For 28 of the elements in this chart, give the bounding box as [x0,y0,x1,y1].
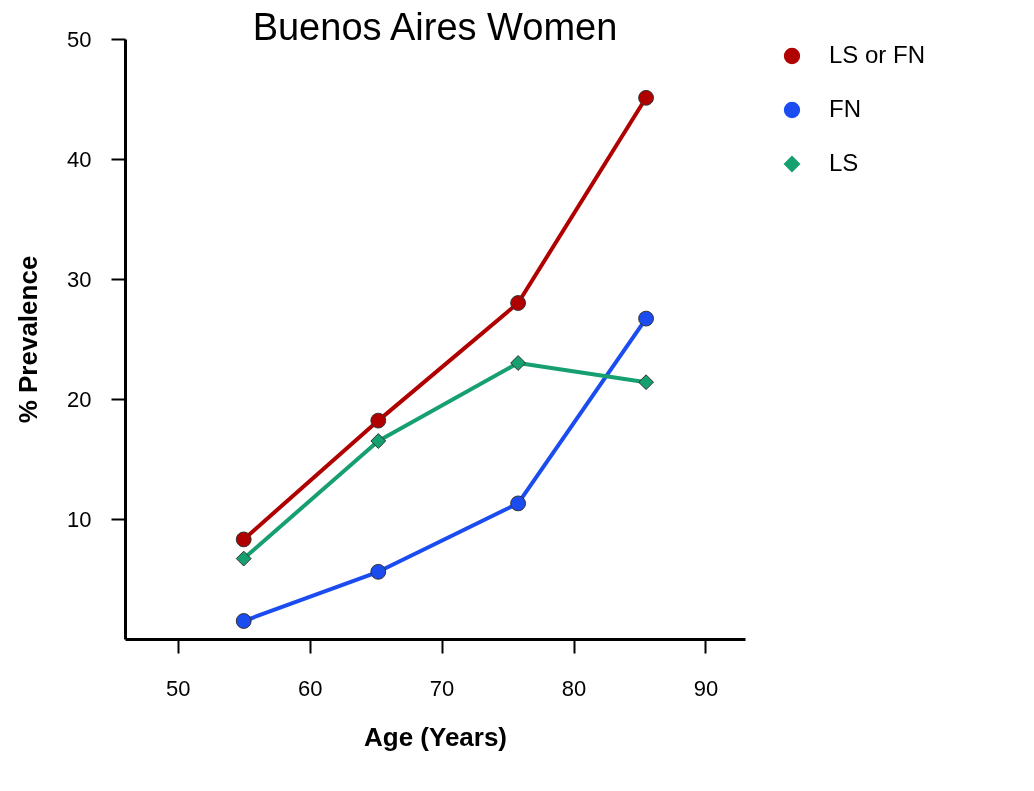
x-axis-title: Age (Years) [363,721,508,752]
x-tick-label: 80 [561,675,587,701]
point [510,495,527,512]
x-tick-label: 90 [693,675,719,701]
x-tick-label: 50 [166,675,191,701]
point [235,550,252,567]
point [235,613,252,629]
point [510,355,527,371]
y-tick-label: 50 [67,26,92,52]
point [638,374,654,391]
y-axis-title: % Prevalence [13,255,44,424]
legend-label: LS [829,149,859,176]
y-tick-label: 10 [67,506,92,532]
point [510,295,527,311]
legend-label: FN [829,95,861,122]
point [638,89,654,106]
point [370,563,387,580]
point [370,433,387,449]
point [370,412,387,429]
chart-title: Buenos Aires Women [252,6,618,48]
y-tick-label: 30 [67,266,92,292]
x-tick-label: 60 [297,675,323,701]
point [638,310,654,327]
y-tick-label: 40 [67,146,92,172]
x-tick-label: 70 [429,675,455,701]
y-tick-label: 20 [67,386,92,412]
legend-label: LS or FN [829,41,926,68]
point [235,531,252,548]
